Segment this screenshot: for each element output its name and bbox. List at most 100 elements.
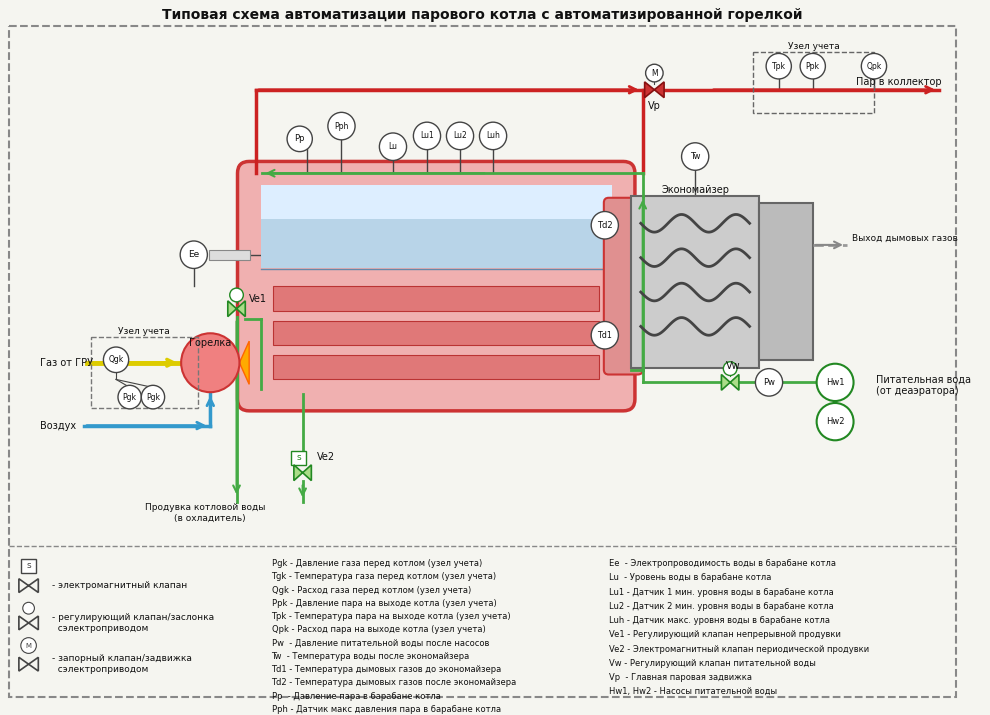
Text: - регулирующий клапан/заслонка
  сэлектроприводом: - регулирующий клапан/заслонка сэлектроп… xyxy=(51,613,214,633)
Text: Qpk: Qpk xyxy=(866,61,881,71)
Text: Pp  - Давление пара в барабане котла: Pp - Давление пара в барабане котла xyxy=(271,691,441,701)
Circle shape xyxy=(591,322,619,349)
Text: Ve1: Ve1 xyxy=(248,294,267,304)
Circle shape xyxy=(724,362,737,375)
Text: Tpk: Tpk xyxy=(772,61,786,71)
Text: Hw1, Hw2 - Насосы питательной воды: Hw1, Hw2 - Насосы питательной воды xyxy=(609,687,777,696)
Polygon shape xyxy=(644,82,664,98)
Text: Qgk - Расход газа перед котлом (узел учета): Qgk - Расход газа перед котлом (узел уче… xyxy=(271,586,471,595)
Circle shape xyxy=(328,112,355,140)
Text: (от деаэратора): (от деаэратора) xyxy=(876,386,958,396)
FancyBboxPatch shape xyxy=(604,198,643,375)
Text: Lu  - Уровень воды в барабане котла: Lu - Уровень воды в барабане котла xyxy=(609,573,771,582)
Text: Tw  - Температура воды после экономайзера: Tw - Температура воды после экономайзера xyxy=(271,652,470,661)
Circle shape xyxy=(181,333,240,393)
Text: s: s xyxy=(27,561,31,571)
Text: Pw: Pw xyxy=(763,378,775,387)
Text: Ve2: Ve2 xyxy=(317,452,335,462)
Text: Lu2: Lu2 xyxy=(453,132,467,140)
Polygon shape xyxy=(294,465,312,480)
Text: Ve1 - Регулирующий клапан непрерывной продувки: Ve1 - Регулирующий клапан непрерывной пр… xyxy=(609,631,841,639)
FancyBboxPatch shape xyxy=(238,162,635,411)
Circle shape xyxy=(118,385,142,409)
Text: Ppk - Давление пара на выходе котла (узел учета): Ppk - Давление пара на выходе котла (узе… xyxy=(271,599,496,608)
Text: Vp: Vp xyxy=(647,102,660,112)
Text: Td1 - Температура дымовых газов до экономайзера: Td1 - Температура дымовых газов до эконо… xyxy=(271,665,502,674)
Text: Ee: Ee xyxy=(188,250,199,260)
Bar xyxy=(91,337,198,408)
Text: Pph - Датчик макс давления пара в барабане котла: Pph - Датчик макс давления пара в бараба… xyxy=(271,705,501,714)
Text: Lu: Lu xyxy=(388,142,397,151)
Text: Hw1: Hw1 xyxy=(826,378,844,387)
Text: Ee  - Электропроводимость воды в барабане котла: Ee - Электропроводимость воды в барабане… xyxy=(609,559,836,568)
Text: Qgk: Qgk xyxy=(109,355,124,364)
Circle shape xyxy=(479,122,507,149)
Text: - электромагнитный клапан: - электромагнитный клапан xyxy=(51,581,187,590)
Text: Узел учета: Узел учета xyxy=(788,42,840,51)
Text: Vp  - Главная паровая задвижка: Vp - Главная паровая задвижка xyxy=(609,673,751,682)
Text: Luh: Luh xyxy=(486,132,500,140)
Text: Pp: Pp xyxy=(294,134,305,143)
Text: Tgk - Температура газа перед котлом (узел учета): Tgk - Температура газа перед котлом (узе… xyxy=(271,573,497,581)
Text: Pgk - Давление газа перед котлом (узел учета): Pgk - Давление газа перед котлом (узел у… xyxy=(271,559,482,568)
Circle shape xyxy=(180,241,207,268)
Text: Qpk - Расход пара на выходе котла (узел учета): Qpk - Расход пара на выходе котла (узел … xyxy=(271,626,485,634)
Circle shape xyxy=(379,133,407,160)
Text: Ppk: Ppk xyxy=(806,61,820,71)
Text: Типовая схема автоматизации парового котла с автоматизированной горелкой: Типовая схема автоматизации парового кот… xyxy=(162,8,803,22)
Polygon shape xyxy=(240,341,249,385)
Bar xyxy=(260,185,612,268)
Text: Lu1 - Датчик 1 мин. уровня воды в барабане котла: Lu1 - Датчик 1 мин. уровня воды в бараба… xyxy=(609,588,834,596)
Circle shape xyxy=(230,288,244,302)
Circle shape xyxy=(21,638,37,654)
Text: Tw: Tw xyxy=(690,152,700,161)
Text: Pph: Pph xyxy=(335,122,348,131)
Text: Lu1: Lu1 xyxy=(420,132,434,140)
Bar xyxy=(273,355,599,380)
Text: Pgk: Pgk xyxy=(123,393,137,402)
Polygon shape xyxy=(228,301,246,317)
Circle shape xyxy=(766,54,791,79)
Circle shape xyxy=(681,143,709,170)
Text: Luh - Датчик макс. уровня воды в барабане котла: Luh - Датчик макс. уровня воды в барабан… xyxy=(609,616,830,625)
Text: Экономайзер: Экономайзер xyxy=(661,185,730,195)
Text: - запорный клапан/задвижка
  сэлектроприводом: - запорный клапан/задвижка сэлектроприво… xyxy=(51,654,192,674)
Polygon shape xyxy=(722,375,739,390)
Text: Питательная вода: Питательная вода xyxy=(876,375,971,385)
Circle shape xyxy=(446,122,473,149)
Circle shape xyxy=(645,64,663,82)
Bar xyxy=(209,250,250,260)
Text: Pgk: Pgk xyxy=(146,393,160,402)
Circle shape xyxy=(23,602,35,614)
Text: М: М xyxy=(651,69,657,77)
Text: Vw: Vw xyxy=(726,360,741,370)
Circle shape xyxy=(142,385,164,409)
Text: М: М xyxy=(26,643,32,649)
Bar xyxy=(273,320,599,345)
Bar xyxy=(291,451,307,465)
Bar xyxy=(273,286,599,311)
Text: Воздух: Воздух xyxy=(41,420,76,430)
Circle shape xyxy=(817,403,853,440)
Text: Продувка котловой воды: Продувка котловой воды xyxy=(146,503,265,511)
Circle shape xyxy=(800,54,826,79)
Text: Td1: Td1 xyxy=(597,331,612,340)
Text: Lu2 - Датчик 2 мин. уровня воды в барабане котла: Lu2 - Датчик 2 мин. уровня воды в бараба… xyxy=(609,602,834,611)
Circle shape xyxy=(755,369,783,396)
Text: Выход дымовых газов: Выход дымовых газов xyxy=(851,234,957,242)
Circle shape xyxy=(591,212,619,239)
Bar xyxy=(260,185,612,220)
Text: Vw - Регулирующий клапан питательной воды: Vw - Регулирующий клапан питательной вод… xyxy=(609,659,816,668)
Bar xyxy=(759,202,813,360)
Text: Td2 - Температура дымовых газов после экономайзера: Td2 - Температура дымовых газов после эк… xyxy=(271,679,517,687)
Circle shape xyxy=(287,126,312,152)
Circle shape xyxy=(414,122,441,149)
Circle shape xyxy=(817,364,853,401)
Text: Ve2 - Электромагнитный клапан периодической продувки: Ve2 - Электромагнитный клапан периодичес… xyxy=(609,644,869,654)
Text: (в охладитель): (в охладитель) xyxy=(174,514,247,523)
Text: Пар в коллектор: Пар в коллектор xyxy=(856,77,941,87)
Text: s: s xyxy=(296,453,301,463)
Text: Tpk - Температура пара на выходе котла (узел учета): Tpk - Температура пара на выходе котла (… xyxy=(271,612,511,621)
Circle shape xyxy=(103,347,129,373)
Text: Газ от ГРУ: Газ от ГРУ xyxy=(41,358,93,368)
